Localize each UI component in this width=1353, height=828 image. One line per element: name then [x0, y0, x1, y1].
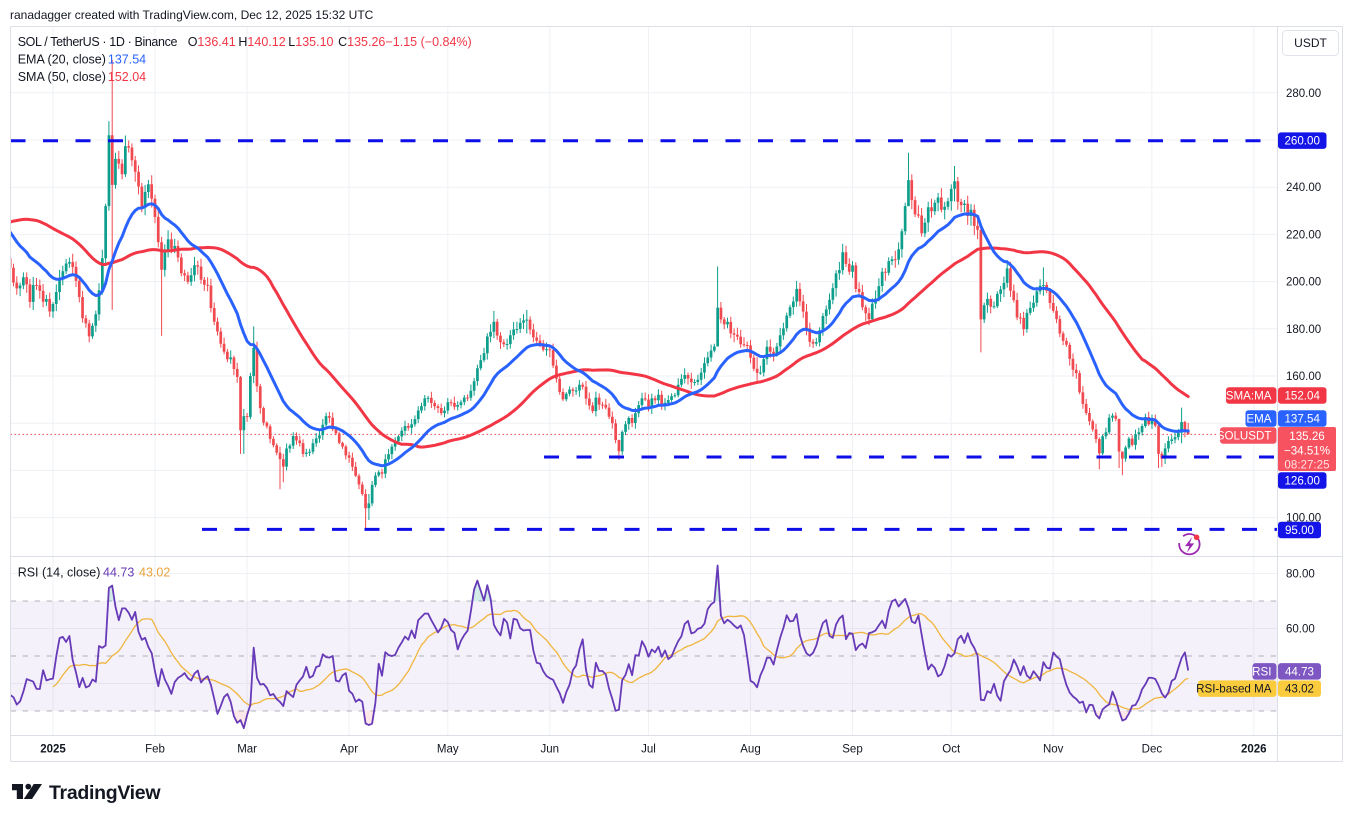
- svg-text:SOLUSDT: SOLUSDT: [1217, 430, 1272, 443]
- svg-text:RSI-based MA: RSI-based MA: [1196, 683, 1272, 696]
- svg-text:280.00: 280.00: [1286, 88, 1321, 100]
- svg-text:135.26: 135.26: [1289, 430, 1324, 443]
- svg-text:RSI (14, close) 44.73 43.02: RSI (14, close) 44.73 43.02: [18, 566, 171, 580]
- svg-text:USDT: USDT: [1294, 36, 1327, 50]
- svg-text:60.00: 60.00: [1286, 624, 1315, 636]
- svg-text:100.00: 100.00: [1286, 513, 1321, 525]
- svg-text:200.00: 200.00: [1286, 277, 1321, 289]
- svg-text:EMA: EMA: [1246, 413, 1271, 426]
- svg-text:220.00: 220.00: [1286, 229, 1321, 241]
- svg-text:44.73: 44.73: [1285, 665, 1314, 678]
- svg-text:80.00: 80.00: [1286, 569, 1315, 581]
- svg-text:May: May: [437, 744, 459, 756]
- svg-text:Oct: Oct: [942, 744, 961, 756]
- svg-text:126.00: 126.00: [1284, 475, 1319, 488]
- svg-text:240.00: 240.00: [1286, 182, 1321, 194]
- svg-text:TradingView: TradingView: [49, 782, 161, 804]
- svg-text:Jun: Jun: [541, 744, 560, 756]
- svg-text:95.00: 95.00: [1285, 524, 1314, 537]
- svg-text:43.02: 43.02: [1285, 683, 1314, 696]
- svg-text:Nov: Nov: [1043, 744, 1064, 756]
- svg-text:Apr: Apr: [340, 744, 358, 756]
- svg-text:260.00: 260.00: [1284, 135, 1319, 148]
- svg-text:−34.51%: −34.51%: [1284, 445, 1330, 458]
- svg-text:Feb: Feb: [145, 744, 165, 756]
- svg-text:Sep: Sep: [842, 744, 862, 756]
- svg-text:Aug: Aug: [740, 744, 760, 756]
- svg-text:Mar: Mar: [237, 744, 257, 756]
- svg-text:2026: 2026: [1241, 744, 1267, 756]
- svg-text:152.04: 152.04: [1284, 390, 1320, 403]
- svg-text:EMA (20, close) 137.54: EMA (20, close) 137.54: [18, 53, 146, 67]
- svg-text:137.54: 137.54: [1284, 413, 1320, 426]
- svg-text:08:27:25: 08:27:25: [1284, 459, 1329, 472]
- svg-text:Jul: Jul: [641, 744, 656, 756]
- svg-text:ranadagger created with Tradin: ranadagger created with TradingView.com,…: [10, 8, 374, 22]
- svg-text:SOL / TetherUS · 1D · Binance: SOL / TetherUS · 1D · Binance: [18, 35, 178, 49]
- svg-text:RSI: RSI: [1252, 665, 1271, 678]
- svg-text:SMA:MA: SMA:MA: [1226, 390, 1272, 403]
- svg-text:160.00: 160.00: [1286, 371, 1321, 383]
- svg-text:180.00: 180.00: [1286, 324, 1321, 336]
- svg-text:Dec: Dec: [1142, 744, 1163, 756]
- svg-text:2025: 2025: [40, 744, 66, 756]
- svg-text:SMA (50, close) 152.04: SMA (50, close) 152.04: [18, 70, 146, 84]
